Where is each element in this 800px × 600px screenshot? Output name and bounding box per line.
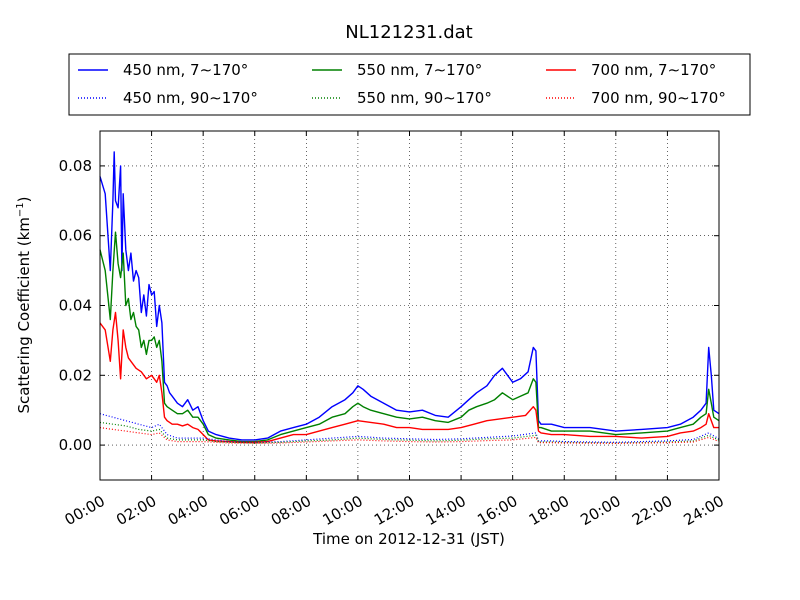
legend: 450 nm, 7∼170° 550 nm, 7∼170° 700 nm, 7∼17… (68, 53, 751, 116)
y-tick-label: 0.06 (59, 227, 92, 245)
y-axis-label: Scattering Coefficient (km−1) (15, 196, 33, 413)
y-tick-label: 0.04 (59, 297, 92, 315)
legend-label-3: 700 nm, 7∼170° (591, 61, 716, 79)
series-line-3 (99, 311, 719, 443)
x-tick-label: 16:00 (474, 492, 520, 529)
x-tick-label: 10:00 (319, 492, 365, 529)
x-tick-label: 14:00 (423, 492, 469, 529)
x-tick-labels: 00:00 02:00 04:00 06:00 08:00 10:00 12:00 14:00… (62, 492, 727, 529)
series-line-1 (99, 151, 720, 441)
y-tick-label: 0.02 (59, 366, 92, 384)
series-line-2 (99, 231, 720, 443)
x-tick-label: 22:00 (629, 492, 675, 529)
legend-label-5: 550 nm, 90∼170° (357, 89, 492, 107)
legend-label-2: 550 nm, 7∼170° (357, 61, 482, 79)
y-axis-label-main: Scattering Coefficient (km (15, 217, 33, 413)
series-group (99, 151, 720, 444)
x-axis-label: Time on 2012-12-31 (JST) (312, 530, 505, 548)
legend-label-1: 450 nm, 7∼170° (123, 61, 248, 79)
chart-title: NL121231.dat (345, 22, 472, 43)
x-tick-label: 04:00 (165, 492, 211, 529)
y-axis-label-end: ) (15, 196, 33, 202)
plot-area (99, 130, 720, 481)
x-tick-label: 18:00 (526, 492, 572, 529)
ticks (99, 131, 720, 480)
legend-box (68, 53, 751, 116)
y-tick-label: 0.00 (59, 436, 92, 454)
y-axis-label-sup: −1 (15, 202, 26, 217)
x-tick-label: 02:00 (113, 492, 159, 529)
x-tick-label: 00:00 (62, 492, 108, 529)
y-tick-label: 0.08 (59, 157, 92, 175)
legend-label-4: 450 nm, 90∼170° (123, 89, 258, 107)
series-line-4 (99, 413, 720, 443)
x-tick-label: 06:00 (216, 492, 262, 529)
y-tick-labels: 0.00 0.02 0.04 0.06 0.08 (59, 157, 92, 454)
x-tick-label: 24:00 (681, 492, 727, 529)
x-tick-label: 20:00 (577, 492, 623, 529)
x-tick-label: 08:00 (268, 492, 314, 529)
legend-label-6: 700 nm, 90∼170° (591, 89, 726, 107)
x-tick-label: 12:00 (371, 492, 417, 529)
